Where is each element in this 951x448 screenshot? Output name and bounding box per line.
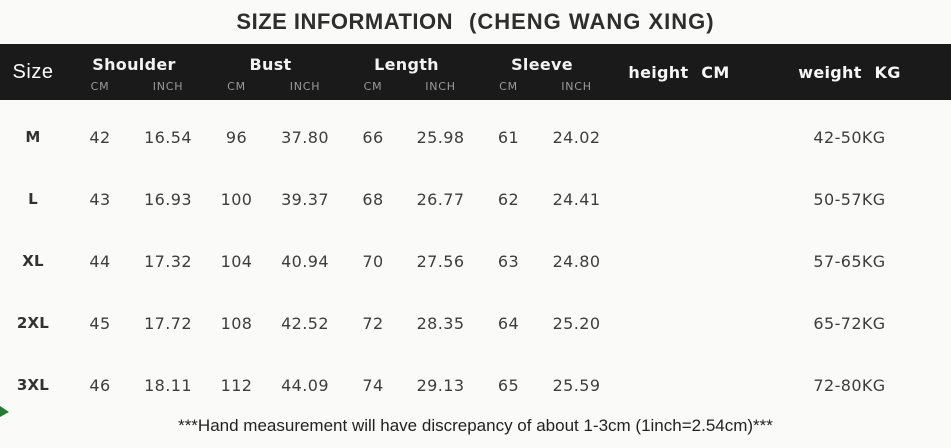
length-cm-cell: 66 <box>362 127 384 147</box>
sleeve-cm-unit-label: CM <box>499 79 518 93</box>
shoulder-group-header: Shoulder <box>92 54 176 74</box>
shoulder-cm-cell: 44 <box>89 251 111 271</box>
length-inch-unit-label: INCH <box>425 79 456 93</box>
length-cm-cell: 68 <box>362 189 384 209</box>
sleeve-inch-cell: 24.41 <box>552 189 601 209</box>
shoulder-inch-cell: 18.11 <box>144 375 192 395</box>
weight-cell: 65-72KG <box>813 313 886 333</box>
bust-cm-cell: 108 <box>220 313 253 333</box>
length-cm-cell: 74 <box>362 375 384 395</box>
sleeve-inch-cell: 24.80 <box>552 251 601 271</box>
size-cell: L <box>28 190 38 208</box>
bust-cm-cell: 104 <box>220 251 253 271</box>
title-brand: (CHENG WANG XING) <box>469 9 715 34</box>
bust-cm-cell: 96 <box>225 127 248 147</box>
shoulder-inch-cell: 16.93 <box>144 189 192 209</box>
table-row-l: L 43 16.93 100 39.37 68 26.77 62 24.41 5… <box>0 168 951 230</box>
green-arrow-mark <box>0 406 9 417</box>
length-inch-cell: 27.56 <box>416 251 465 271</box>
sleeve-cm-cell: 62 <box>497 189 520 209</box>
size-cell: XL <box>22 252 44 270</box>
table-row-m: M 42 16.54 96 37.80 66 25.98 61 24.02 42… <box>0 106 951 168</box>
sleeve-cm-cell: 63 <box>497 251 520 271</box>
shoulder-inch-cell: 17.32 <box>144 251 192 271</box>
bust-inch-cell: 37.80 <box>281 127 329 147</box>
sleeve-cm-cell: 61 <box>497 127 520 147</box>
bust-inch-unit-label: INCH <box>289 79 321 93</box>
bust-cm-cell: 112 <box>220 375 253 395</box>
shoulder-cm-cell: 42 <box>89 127 111 147</box>
size-column-header: Size <box>12 60 54 83</box>
weight-cell: 72-80KG <box>813 375 886 395</box>
sleeve-inch-cell: 25.20 <box>552 313 601 333</box>
sleeve-cm-cell: 64 <box>497 313 520 333</box>
height-column-header: height CM <box>628 62 730 82</box>
bust-inch-cell: 40.94 <box>281 251 329 271</box>
page-title: SIZE INFORMATION (CHENG WANG XING) <box>0 0 951 44</box>
bust-inch-cell: 42.52 <box>281 313 329 333</box>
bust-cm-cell: 100 <box>220 189 253 209</box>
bust-inch-cell: 44.09 <box>281 375 329 395</box>
length-inch-cell: 25.98 <box>416 127 465 147</box>
measurement-note-text: ***Hand measurement will have discrepanc… <box>178 416 773 435</box>
length-cm-unit-label: CM <box>363 79 383 93</box>
weight-cell: 42-50KG <box>813 127 886 147</box>
length-inch-cell: 26.77 <box>416 189 465 209</box>
sleeve-cm-cell: 65 <box>497 375 520 395</box>
measurement-note: ***Hand measurement will have discrepanc… <box>0 412 951 448</box>
weight-cell: 57-65KG <box>813 251 886 271</box>
sleeve-group-header: Sleeve <box>511 54 573 74</box>
table-row-xl: XL 44 17.32 104 40.94 70 27.56 63 24.80 … <box>0 230 951 292</box>
bust-cm-unit-label: CM <box>227 79 246 93</box>
shoulder-inch-cell: 17.72 <box>144 313 192 333</box>
length-inch-cell: 28.35 <box>416 313 465 333</box>
length-cm-cell: 72 <box>362 313 384 333</box>
size-cell: M <box>25 128 41 146</box>
size-cell: 2XL <box>16 314 50 332</box>
table-row-3xl: 3XL 46 18.11 112 44.09 74 29.13 65 25.59… <box>0 354 951 416</box>
weight-column-header: weight KG <box>798 62 901 82</box>
table-body: M 42 16.54 96 37.80 66 25.98 61 24.02 42… <box>0 100 951 416</box>
length-inch-cell: 29.13 <box>416 375 465 395</box>
bust-group-header: Bust <box>249 54 292 74</box>
shoulder-cm-cell: 45 <box>89 313 111 333</box>
shoulder-cm-unit-label: CM <box>90 79 110 93</box>
table-row-2xl: 2XL 45 17.72 108 42.52 72 28.35 64 25.20… <box>0 292 951 354</box>
length-group-header: Length <box>374 54 439 74</box>
title-main: SIZE INFORMATION <box>236 9 454 34</box>
sleeve-inch-unit-label: INCH <box>561 79 592 93</box>
shoulder-inch-unit-label: INCH <box>152 79 184 93</box>
sleeve-inch-cell: 25.59 <box>552 375 601 395</box>
shoulder-inch-cell: 16.54 <box>144 127 192 147</box>
table-header: Size Shoulder Bust Length Sleeve CM INCH… <box>0 44 951 100</box>
bust-inch-cell: 39.37 <box>281 189 329 209</box>
size-chart-page: SIZE INFORMATION (CHENG WANG XING) Size … <box>0 0 951 435</box>
size-cell: 3XL <box>16 376 50 394</box>
length-cm-cell: 70 <box>362 251 384 271</box>
shoulder-cm-cell: 46 <box>89 375 111 395</box>
sleeve-inch-cell: 24.02 <box>552 127 601 147</box>
weight-cell: 50-57KG <box>813 189 886 209</box>
shoulder-cm-cell: 43 <box>89 189 111 209</box>
